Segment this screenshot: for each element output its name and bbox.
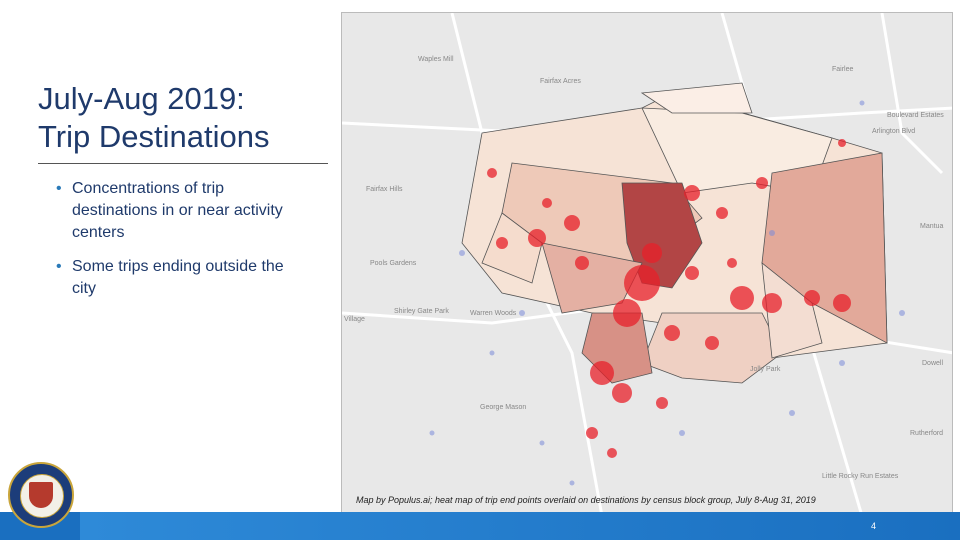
map-label: Little Rocky Run Estates xyxy=(822,473,899,480)
map-graphic: Waples Mill Fairfax Acres Fairlee Boulev… xyxy=(342,13,952,514)
city-seal-logo xyxy=(8,462,74,528)
footer-accent xyxy=(80,512,960,540)
map-label: Fairfax Hills xyxy=(366,186,403,193)
map-label: Shirley Gate Park xyxy=(394,308,449,315)
map-label: Village xyxy=(344,316,365,323)
shield-icon xyxy=(29,482,53,508)
map-label: Mantua xyxy=(920,223,943,230)
slide-title: July-Aug 2019: Trip Destinations xyxy=(38,80,328,156)
slide-title-line2: Trip Destinations xyxy=(38,119,270,154)
map-label: Arlington Blvd xyxy=(872,128,915,135)
bullet-item: Some trips ending outside the city xyxy=(56,256,296,300)
map-label: Waples Mill xyxy=(418,56,454,63)
page-number: 4 xyxy=(870,521,876,531)
map-label: Fairlee xyxy=(832,66,854,73)
trip-destination-map: Waples Mill Fairfax Acres Fairlee Boulev… xyxy=(341,12,953,515)
map-label: Pools Gardens xyxy=(370,260,417,267)
map-label: Boulevard Estates xyxy=(887,112,944,119)
slide-title-line1: July-Aug 2019: xyxy=(38,81,245,116)
title-divider xyxy=(38,163,328,164)
map-label: Rutherford xyxy=(910,430,943,437)
map-label: Fairfax Acres xyxy=(540,78,581,85)
map-label: George Mason xyxy=(480,404,526,411)
map-caption: Map by Populus.ai; heat map of trip end … xyxy=(356,495,816,505)
bullet-item: Concentrations of trip destinations in o… xyxy=(56,178,296,244)
map-label: Warren Woods xyxy=(470,310,517,317)
bullet-list: Concentrations of trip destinations in o… xyxy=(56,178,296,312)
map-label: Jolly Park xyxy=(750,366,781,373)
map-label: Dowell xyxy=(922,360,943,367)
